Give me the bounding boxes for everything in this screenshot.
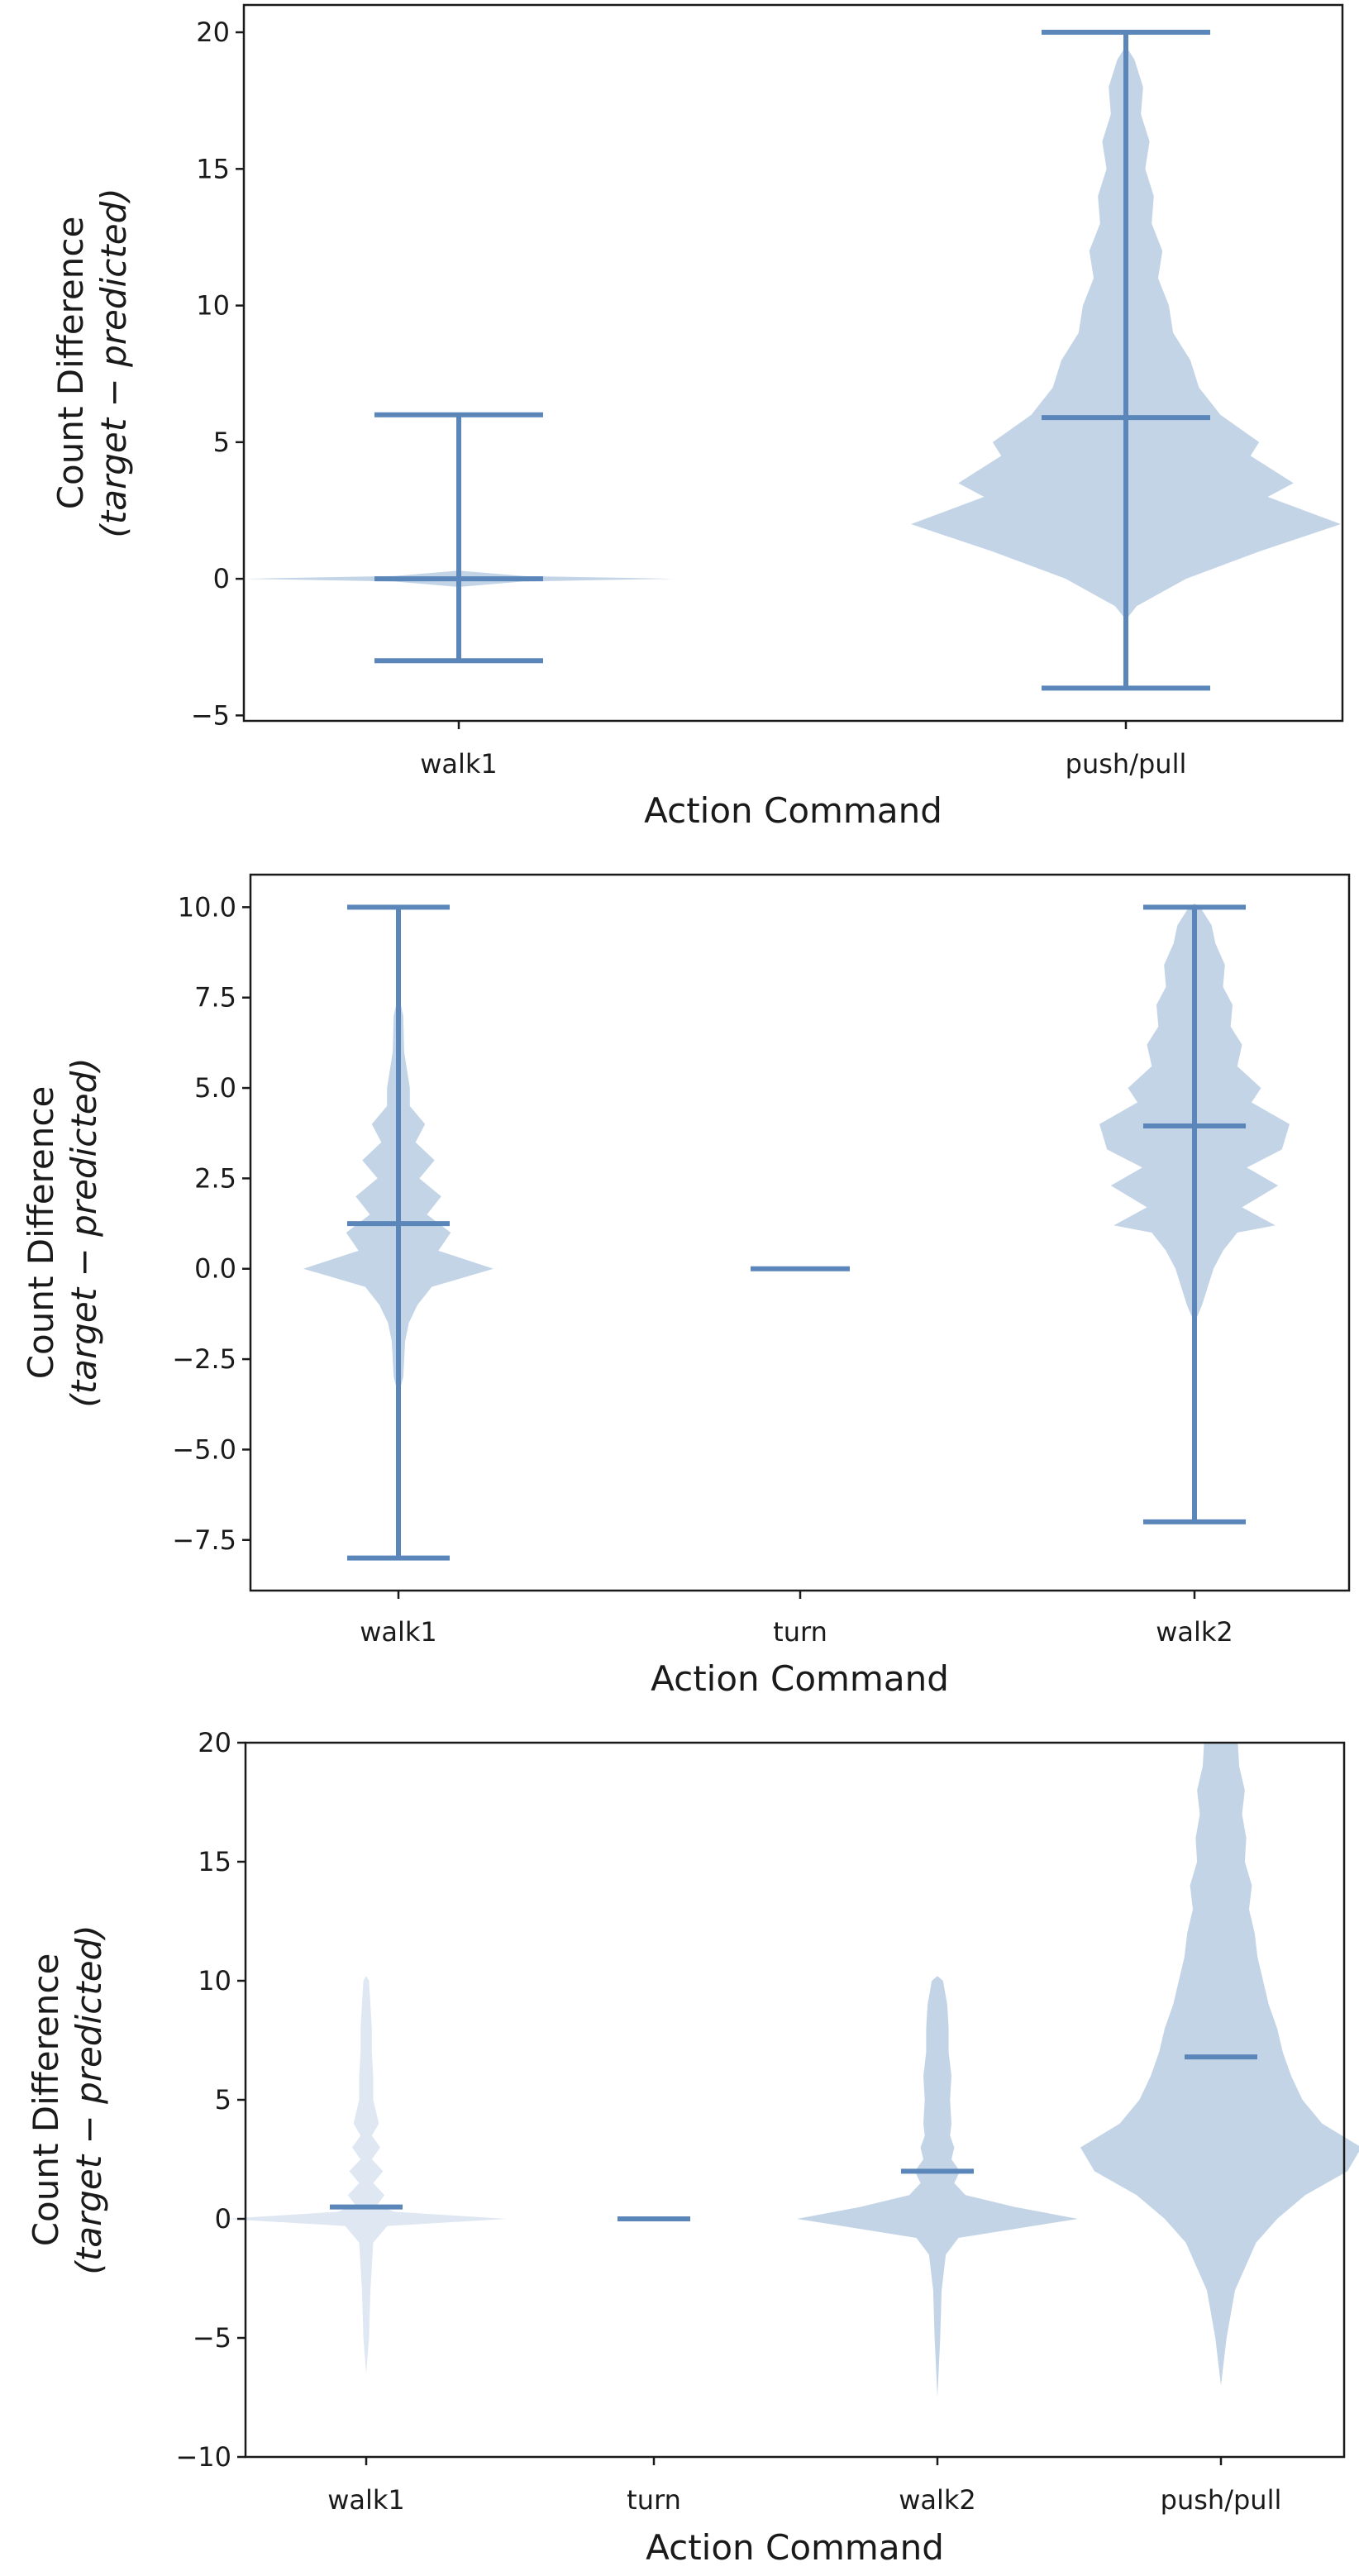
y-tick-label: 5 — [213, 427, 230, 458]
x-tick-label-push-pull: push/pull — [1066, 748, 1187, 780]
y-tick-label: −5 — [193, 2322, 231, 2354]
x-tick-label-walk2: walk2 — [1156, 1616, 1233, 1648]
x-tick-label-walk2: walk2 — [899, 2484, 976, 2516]
y-tick-label: 10 — [198, 1965, 231, 1996]
y-tick-label: 10.0 — [178, 891, 236, 923]
y-tick-label: 0 — [213, 563, 230, 594]
y-axis-sublabel: (target − predicted) — [64, 1057, 104, 1407]
y-axis-label: Count Difference — [26, 1953, 66, 2247]
y-tick-label: −7.5 — [172, 1524, 236, 1556]
y-tick-label: 15 — [198, 1846, 231, 1877]
violin-body-push-pull — [1080, 1743, 1359, 2386]
violin-plot-middle: −7.5 −5.0 −2.5 0.0 2.5 5.0 7.5 10.0 walk1 turn wal… — [21, 873, 1351, 1699]
y-axis-label: Count Difference — [50, 217, 91, 510]
x-axis-label: Action Command — [644, 790, 942, 831]
y-tick-label: 20 — [196, 17, 230, 48]
x-tick-label-walk1: walk1 — [420, 748, 498, 780]
y-tick-label: 7.5 — [194, 982, 236, 1014]
y-tick-label: −5.0 — [172, 1433, 236, 1465]
y-axis-label: Count Difference — [21, 1086, 61, 1380]
y-tick-label: 10 — [196, 290, 230, 322]
x-axis-label: Action Command — [646, 2527, 944, 2568]
y-tick-label: 0.0 — [194, 1253, 236, 1285]
y-tick-label: −2.5 — [172, 1343, 236, 1375]
y-tick-label: 2.5 — [194, 1162, 236, 1194]
violin-plot-top: −5 0 5 10 15 20 walk1 push/pull Action Command Co… — [50, 3, 1344, 831]
y-tick-label: 5.0 — [194, 1072, 236, 1104]
y-tick-label: 5 — [215, 2084, 231, 2116]
y-tick-label: −10 — [175, 2441, 231, 2473]
x-axis-label: Action Command — [651, 1658, 949, 1699]
violin-body-walk1 — [226, 1976, 507, 2374]
y-tick-label: −5 — [191, 699, 230, 731]
y-axis-sublabel: (target − predicted) — [69, 1925, 109, 2274]
y-tick-label: 15 — [196, 153, 230, 184]
y-tick-label: 20 — [198, 1727, 231, 1758]
x-tick-label-walk1: walk1 — [360, 1616, 437, 1648]
violin-plot-bottom: −10 −5 0 5 10 15 20 walk1 turn walk2 push/pull Acti… — [26, 1727, 1359, 2568]
plot-frame — [242, 3, 1344, 723]
x-tick-label-push-pull: push/pull — [1161, 2484, 1282, 2516]
y-axis-sublabel: (target − predicted) — [93, 188, 134, 537]
violin-body-walk2 — [797, 1976, 1078, 2397]
x-tick-label-walk1: walk1 — [327, 2484, 405, 2516]
x-tick-label-turn: turn — [773, 1616, 827, 1648]
y-tick-label: 0 — [215, 2203, 231, 2235]
x-tick-label-turn: turn — [627, 2484, 681, 2516]
